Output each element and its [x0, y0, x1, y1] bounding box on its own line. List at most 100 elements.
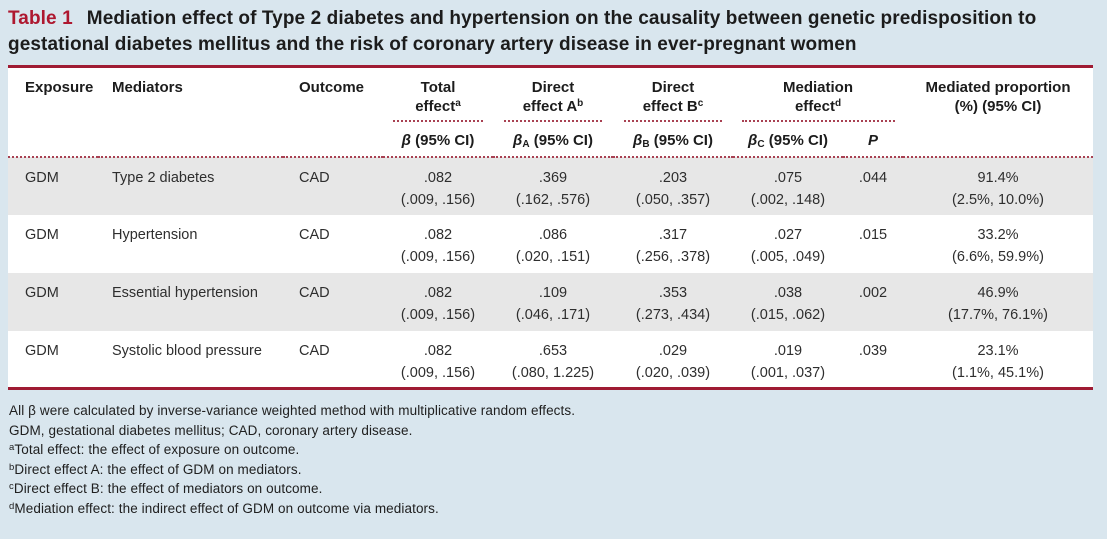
estimate-value: .353 [658, 284, 688, 301]
confidence-interval: (.009, .156) [400, 191, 476, 208]
mediated-proportion-cell: 46.9% (17.7%, 76.1%) [903, 273, 1093, 331]
exposure-cell: GDM [25, 226, 59, 243]
direct-effect-b-cell: .317 (.256, .378) [613, 215, 733, 273]
mediation-effect-cell: .027 (.005, .049) [733, 215, 843, 273]
direct-effect-a-cell: .369 (.162, .576) [493, 155, 613, 215]
estimate-value: 33.2% [977, 226, 1019, 243]
estimate-value: .086 [538, 226, 568, 243]
mediated-proportion-cell: 23.1% (1.1%, 45.1%) [903, 331, 1093, 389]
total-effect-superscript: a [455, 98, 461, 109]
estimate-value: .075 [773, 169, 803, 186]
estimate-value: .029 [658, 342, 688, 359]
mediator-cell: Systolic blood pressure [112, 342, 262, 359]
outcome-cell: CAD [299, 342, 330, 359]
table-title-text: Mediation effect of Type 2 diabetes and … [8, 8, 1037, 55]
estimate-value: .082 [423, 169, 453, 186]
direct-effect-a-cell: .109 (.046, .171) [493, 273, 613, 331]
confidence-interval: (17.7%, 76.1%) [948, 306, 1048, 323]
col-header-exposure: Exposure [25, 79, 94, 96]
direct-effect-a-superscript: b [577, 98, 584, 109]
total-effect-cell: .082 (.009, .156) [383, 331, 493, 389]
footnote-superscript: d [9, 500, 15, 512]
exposure-cell: GDM [8, 155, 98, 215]
direct-effect-b-cell: .029 (.020, .039) [613, 331, 733, 389]
beta-symbol: β [633, 131, 643, 149]
ci-label: (95% CI) [649, 131, 713, 149]
confidence-interval: (2.5%, 10.0%) [952, 191, 1044, 208]
outcome-cell: CAD [283, 155, 383, 215]
estimate-value: 91.4% [977, 169, 1019, 186]
mediation-effect-cell: .075 (.002, .148) [733, 155, 843, 215]
footnote-direct-effect-a: bDirect effect A: the effect of GDM on m… [9, 460, 1099, 480]
direct-effect-a-label: Direct effect A [522, 79, 578, 115]
footnote-mediation-effect: dMediation effect: the indirect effect o… [9, 499, 1099, 519]
estimate-value: .082 [423, 284, 453, 301]
footnote-text: Direct effect B: the effect of mediators… [13, 481, 323, 496]
p-value-cell: .015 [858, 226, 888, 243]
col-header-direct-effect-b: Direct effect Bc [613, 67, 733, 131]
p-value-cell: .044 [843, 155, 903, 215]
confidence-interval: (.001, .037) [750, 364, 826, 381]
footnote-direct-effect-b: cDirect effect B: the effect of mediator… [9, 479, 1099, 499]
col-header-mediation-effect: Mediation effectd [733, 67, 903, 131]
direct-effect-a-cell: .086 (.020, .151) [493, 215, 613, 273]
estimate-value: .019 [773, 342, 803, 359]
p-label: P [867, 131, 878, 149]
subheader-mediation-beta: βC (95% CI) [733, 131, 843, 157]
ci-label: (95% CI) [410, 131, 475, 149]
direct-effect-b-superscript: c [697, 98, 704, 109]
outcome-cell: CAD [299, 284, 330, 301]
footnote-total-effect: aTotal effect: the effect of exposure on… [9, 440, 1099, 460]
mediation-effect-superscript: d [834, 98, 842, 109]
dotted-underline [392, 120, 484, 122]
footnotes: All β were calculated by inverse-varianc… [8, 401, 1099, 518]
footnote-text: All β were calculated by inverse-varianc… [9, 403, 576, 418]
estimate-value: 46.9% [977, 284, 1019, 301]
estimate-value: .653 [538, 342, 568, 359]
header-sub-row: β (95% CI) βA (95% CI) βB (95% CI) βC (9… [8, 131, 1093, 157]
direct-effect-b-cell: .353 (.273, .434) [613, 273, 733, 331]
direct-effect-b-cell: .203 (.050, .357) [613, 155, 733, 215]
total-effect-cell: .082 (.009, .156) [383, 273, 493, 331]
estimate-value: .027 [773, 226, 803, 243]
beta-subscript: A [522, 138, 530, 150]
confidence-interval: (.046, .171) [515, 306, 591, 323]
subheader-p-value: P [843, 131, 903, 157]
footnote-beta-method: All β were calculated by inverse-varianc… [9, 401, 1099, 421]
header-group-row: Exposure Mediators Outcome Total effecta… [8, 67, 1093, 131]
confidence-interval: (.009, .156) [400, 248, 476, 265]
total-effect-cell: .082 (.009, .156) [383, 215, 493, 273]
table-title: Table 1 Mediation effect of Type 2 diabet… [8, 6, 1098, 58]
confidence-interval: (1.1%, 45.1%) [952, 364, 1044, 381]
beta-subscript: C [757, 138, 765, 150]
outcome-cell: CAD [299, 226, 330, 243]
beta-symbol: β [748, 131, 758, 149]
confidence-interval: (.080, 1.225) [511, 364, 595, 381]
table-body: GDM Type 2 diabetes CAD .082 (.009, .156)… [8, 155, 1093, 389]
estimate-value: .082 [423, 342, 453, 359]
confidence-interval: (.005, .049) [750, 248, 826, 265]
ci-label: (95% CI) [529, 131, 593, 149]
confidence-interval: (6.6%, 59.9%) [952, 248, 1044, 265]
direct-effect-a-cell: .653 (.080, 1.225) [493, 331, 613, 389]
p-value-cell: .002 [858, 284, 888, 301]
footnote-text: GDM, gestational diabetes mellitus; CAD,… [9, 422, 413, 438]
mediated-proportion-label: Mediated proportion (%) (95% CI) [925, 79, 1071, 115]
footnote-text: Total effect: the effect of exposure on … [14, 442, 300, 457]
mediation-effect-label: Mediation effect [783, 79, 853, 115]
total-effect-cell: .082 (.009, .156) [383, 155, 493, 215]
ci-label: (95% CI) [764, 131, 828, 149]
beta-symbol: β [513, 131, 523, 149]
table-header: Exposure Mediators Outcome Total effecta… [8, 67, 1093, 157]
col-header-outcome: Outcome [299, 79, 365, 96]
mediation-effect-table: Exposure Mediators Outcome Total effecta… [8, 65, 1093, 390]
table-number-label: Table 1 [8, 8, 73, 29]
estimate-value: 23.1% [977, 342, 1019, 359]
table-row: GDM Systolic blood pressure CAD .082 (.00… [8, 330, 1093, 389]
table-row: GDM Type 2 diabetes CAD .082 (.009, .156)… [8, 155, 1093, 215]
dotted-underline [503, 120, 603, 122]
subheader-direct-b-beta: βB (95% CI) [613, 131, 733, 157]
mediator-cell: Essential hypertension [112, 284, 258, 301]
mediated-proportion-cell: 91.4% (2.5%, 10.0%) [903, 155, 1093, 215]
